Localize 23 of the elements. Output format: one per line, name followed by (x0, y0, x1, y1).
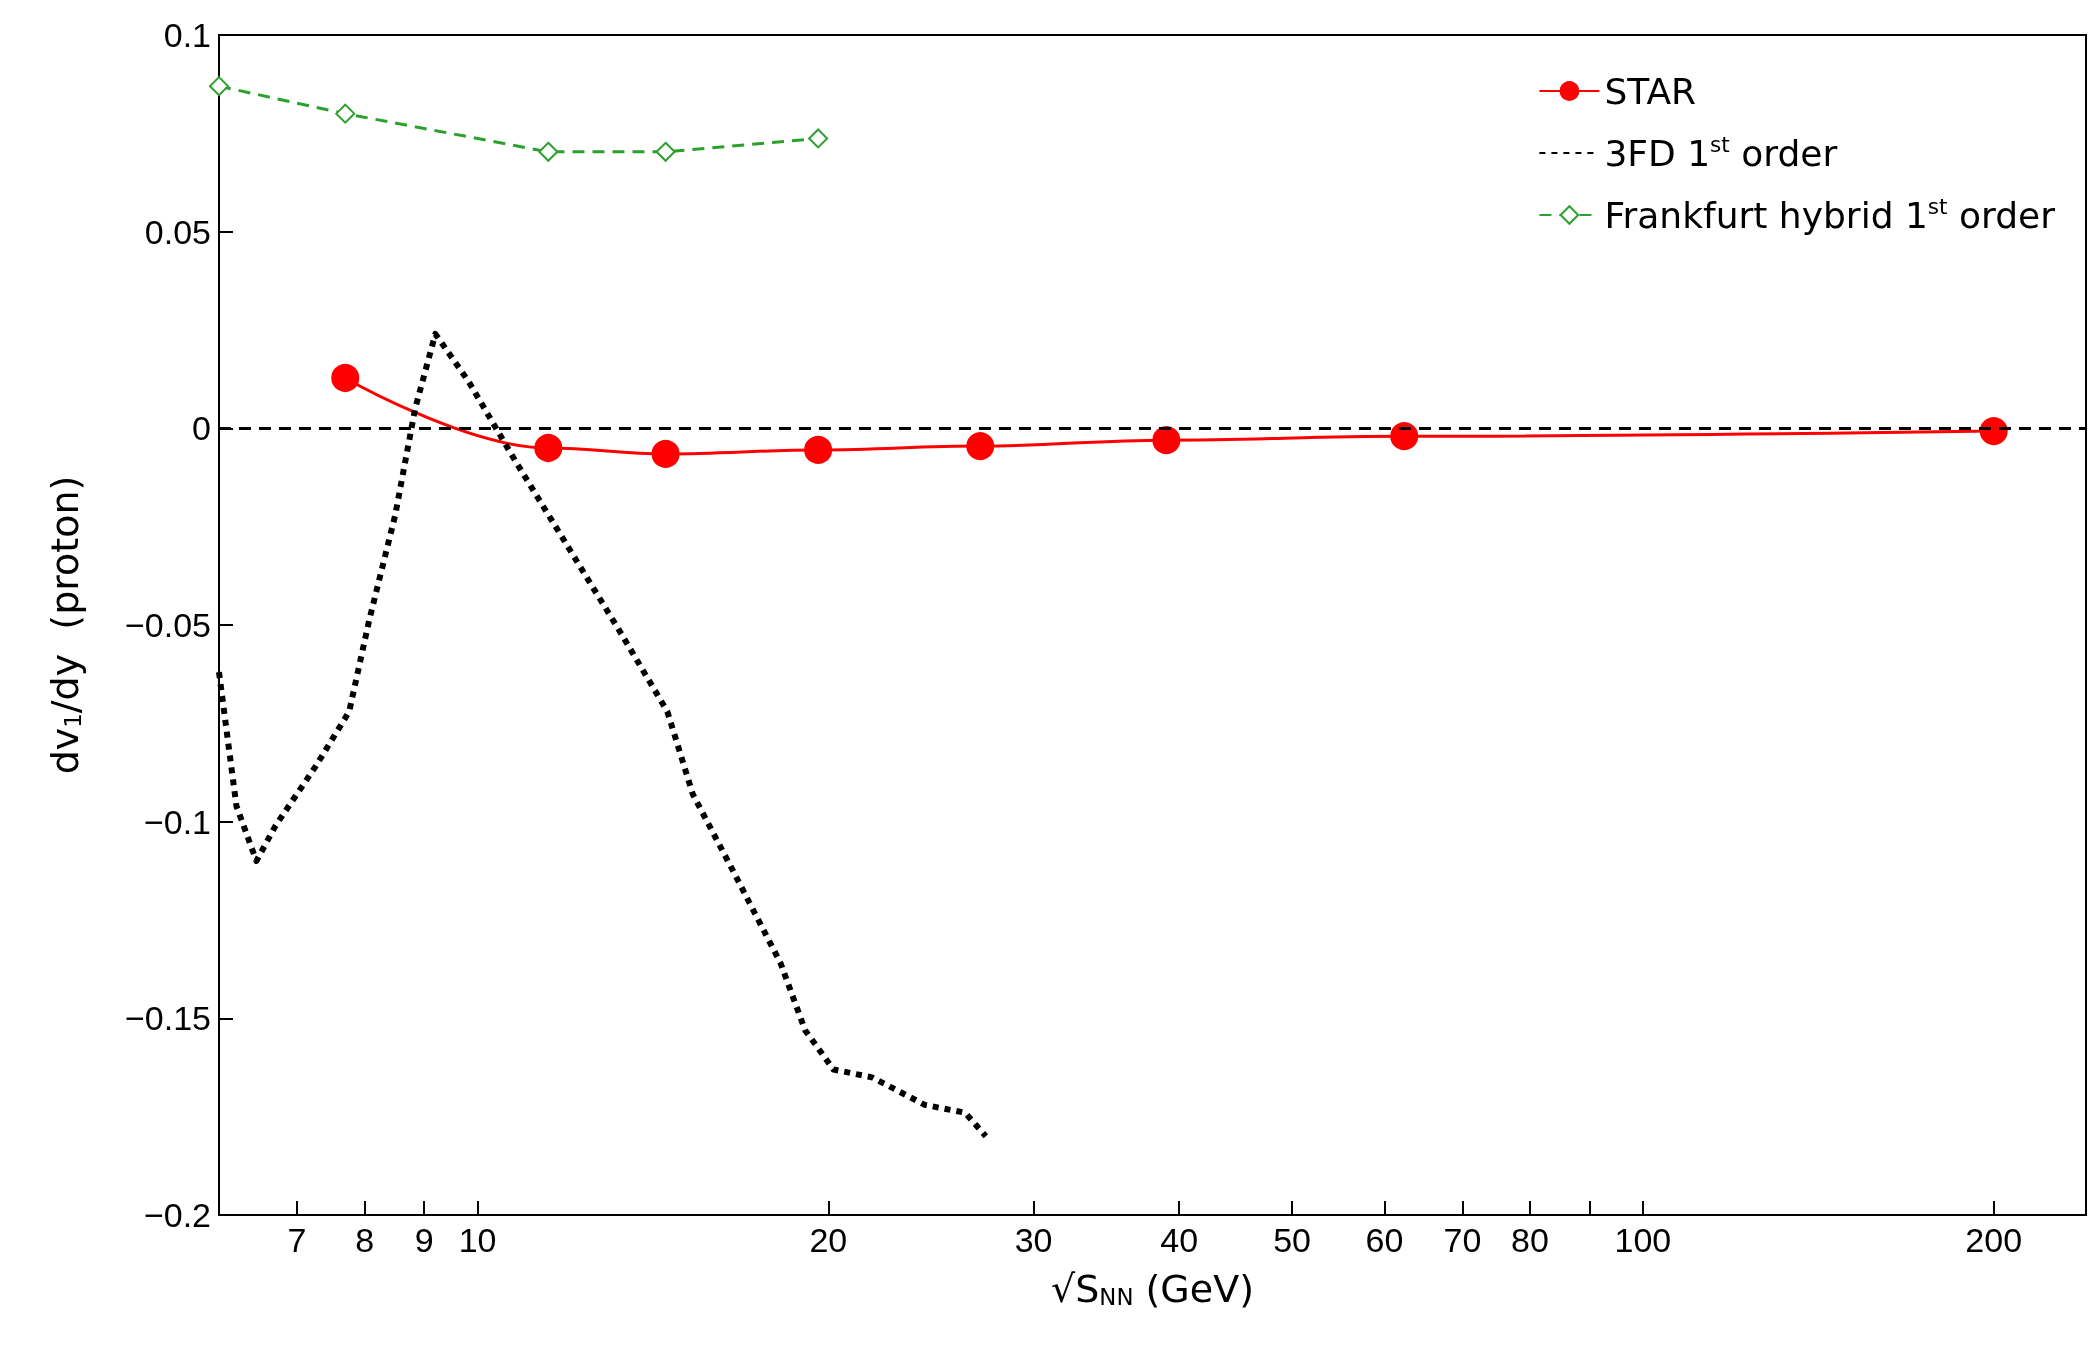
x-tick-label: 60 (1365, 1221, 1404, 1259)
y-tick-label: −0.1 (143, 802, 211, 841)
x-tick-label: 70 (1443, 1221, 1482, 1259)
y-tick-label: 0 (192, 409, 211, 448)
legend-label: STAR (1604, 70, 1697, 112)
x-tick-label: 20 (809, 1221, 848, 1259)
x-tick-label: 40 (1160, 1221, 1199, 1259)
x-tick-label: 200 (1965, 1221, 2023, 1259)
y-axis-title: dv1/dy (proton) (42, 475, 87, 775)
x-tick-label: 10 (458, 1221, 497, 1259)
y-tick-label: −0.2 (143, 1196, 211, 1234)
x-tick-label: 9 (414, 1221, 434, 1259)
y-tick-label: −0.15 (124, 999, 211, 1038)
x-tick-label: 30 (1014, 1221, 1053, 1259)
x-tick-label: 8 (355, 1221, 375, 1259)
x-tick-label: 50 (1273, 1221, 1312, 1259)
x-axis-title: √SNN (GeV) (1051, 1267, 1254, 1312)
y-tick-label: −0.05 (124, 606, 211, 644)
x-tick-label: 100 (1614, 1221, 1672, 1259)
y-tick-label: 0.05 (144, 212, 211, 251)
y-tick-label: 0.1 (163, 16, 211, 54)
x-tick-label: 7 (287, 1221, 307, 1259)
x-tick-label: 80 (1511, 1221, 1549, 1259)
